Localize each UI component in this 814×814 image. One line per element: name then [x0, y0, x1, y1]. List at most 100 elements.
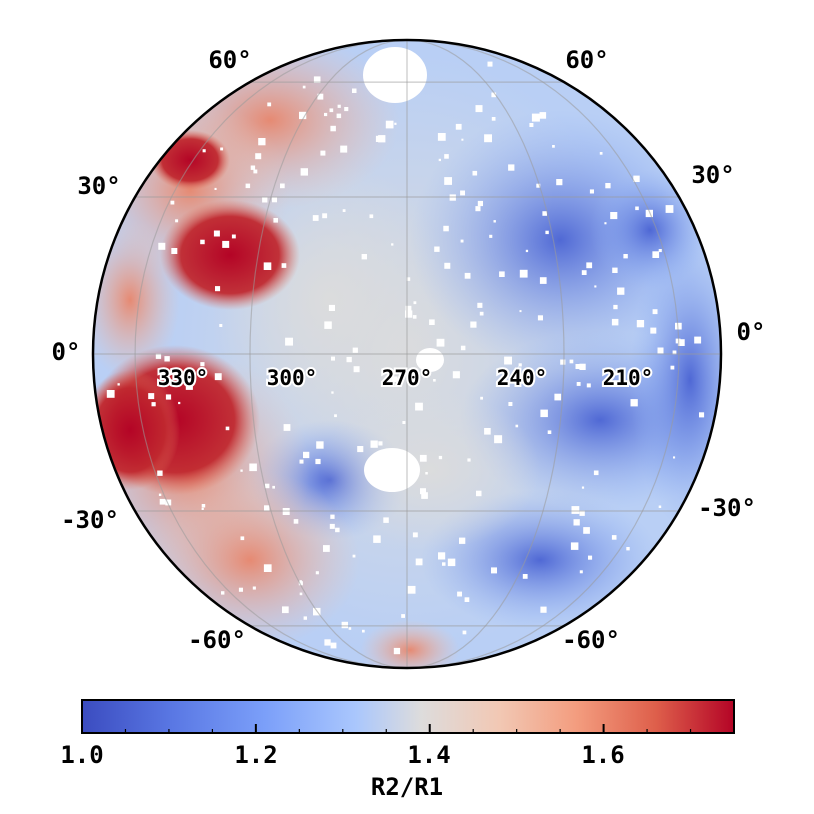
masked-pixel	[393, 647, 401, 655]
masked-pixel	[258, 138, 266, 146]
masked-pixel	[630, 399, 638, 407]
masked-pixel	[694, 336, 702, 344]
lat-label-right-neg60: -60°	[562, 626, 620, 654]
masked-pixel	[650, 327, 657, 334]
colorbar-tick-label-1-4: 1.4	[407, 741, 450, 769]
masked-pixel	[293, 519, 299, 524]
masked-pixel	[658, 249, 662, 253]
masked-pixel	[554, 393, 562, 401]
masked-pixel	[352, 554, 356, 558]
masked-pixel	[623, 254, 628, 259]
heatmap-patch	[160, 200, 300, 310]
masked-pixel	[303, 453, 308, 458]
masked-pixel	[405, 310, 413, 318]
masked-pixel	[652, 251, 660, 258]
masked-pixel	[383, 517, 389, 523]
masked-pixel	[299, 111, 307, 120]
masked-pixel	[593, 470, 599, 476]
masked-pixel	[539, 277, 547, 284]
heatmap-patch	[360, 620, 460, 668]
masked-pixel	[402, 421, 406, 424]
masked-pixel	[522, 574, 528, 579]
lat-label-right-0: 0°	[737, 318, 766, 346]
colorbar-tick-label-1-2: 1.2	[234, 741, 277, 769]
masked-pixel	[369, 214, 374, 219]
masked-pixel	[519, 310, 522, 313]
masked-pixel	[302, 85, 306, 89]
lon-label-270: 270°	[382, 366, 433, 390]
masked-pixel	[518, 363, 522, 367]
masked-pixel	[583, 527, 590, 534]
masked-pixel	[249, 463, 257, 472]
masked-pixel	[415, 558, 423, 566]
masked-pixel	[200, 362, 205, 367]
masked-pixel	[324, 321, 332, 329]
masked-pixel	[336, 113, 342, 119]
masked-pixel	[429, 319, 435, 325]
masked-pixel	[438, 552, 446, 560]
masked-pixel	[406, 277, 411, 281]
masked-pixel	[491, 117, 496, 121]
masked-pixel	[487, 61, 493, 67]
masked-pixel	[529, 123, 534, 127]
masked-pixel	[117, 383, 120, 386]
masked-pixel	[475, 105, 483, 113]
masked-pixel	[579, 363, 586, 370]
masked-pixel	[444, 154, 449, 159]
masked-pixel	[341, 621, 348, 629]
lat-label-left-60: 60°	[208, 46, 251, 74]
masked-pixel	[148, 393, 155, 400]
masked-pixel	[508, 164, 515, 171]
masked-pixel	[525, 249, 529, 253]
masked-pixel	[161, 372, 169, 380]
masked-pixel	[324, 112, 328, 117]
masked-pixel	[263, 262, 272, 270]
masked-pixel	[665, 205, 674, 213]
masked-pixel	[499, 271, 505, 277]
masked-pixel	[579, 510, 585, 516]
masked-pixel	[484, 134, 492, 143]
colorbar-tick-label-1-6: 1.6	[581, 741, 624, 769]
masked-pixel	[484, 428, 491, 435]
masked-pixel	[477, 302, 483, 308]
masked-pixel	[300, 168, 308, 176]
masked-pixel	[401, 614, 405, 618]
masked-pixel	[460, 345, 466, 351]
masked-pixel	[158, 493, 162, 496]
masked-pixel	[508, 402, 513, 406]
masked-pixel	[479, 311, 484, 316]
masked-pixel	[231, 234, 236, 239]
masked-pixel	[255, 153, 262, 160]
masked-pixel	[657, 347, 664, 354]
masked-pixel	[594, 285, 597, 288]
masked-pixel	[645, 209, 653, 218]
colorbar-label: R2/R1	[371, 773, 443, 801]
masked-pixel	[159, 498, 166, 505]
lat-label-right-60: 60°	[565, 46, 608, 74]
longitude-labels: 330° 300° 270° 240° 210°	[156, 364, 656, 392]
masked-pixel	[569, 359, 574, 364]
lon-label-240: 240°	[497, 366, 548, 390]
masked-pixel	[215, 286, 221, 292]
masked-pixel	[344, 107, 349, 112]
masked-pixel	[610, 212, 618, 220]
heatmap-regions	[93, 40, 721, 668]
masked-pixel	[462, 630, 467, 635]
masked-pixel	[450, 560, 455, 564]
masked-pixel	[480, 396, 483, 400]
masked-pixel	[201, 504, 206, 508]
masked-pixel	[264, 483, 270, 489]
colorbar-tick-label-1-0: 1.0	[60, 741, 103, 769]
masked-pixel	[438, 158, 441, 162]
masked-pixel	[272, 197, 277, 203]
masked-pixel	[436, 338, 445, 347]
masked-pixel	[459, 537, 466, 544]
masked-pixel	[221, 591, 225, 595]
masked-pixel	[604, 222, 607, 225]
lat-label-left-neg60: -60°	[188, 626, 246, 654]
masked-pixel	[670, 365, 675, 370]
masked-pixel	[612, 267, 618, 273]
masked-pixel	[576, 382, 581, 386]
masked-pixel	[346, 356, 352, 363]
masked-pixel	[579, 570, 583, 574]
